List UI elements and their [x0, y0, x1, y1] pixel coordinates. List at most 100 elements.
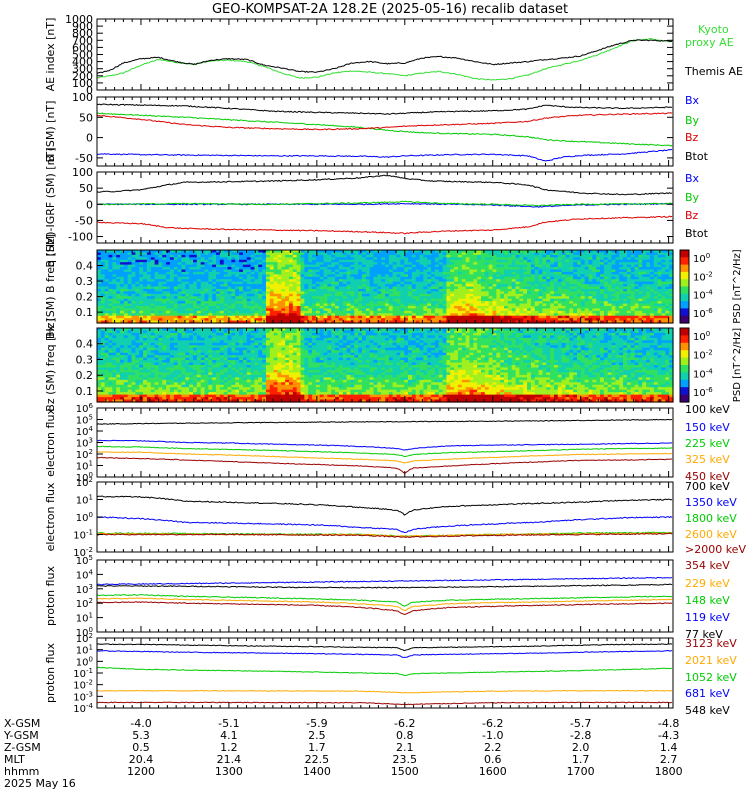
heatmap-cell [500, 291, 505, 295]
heatmap-cell [212, 264, 217, 268]
heatmap-cell [350, 293, 355, 297]
heatmap-cell [377, 279, 382, 283]
heatmap-cell [104, 320, 110, 324]
heatmap-cell [373, 262, 378, 266]
heatmap-cell [442, 269, 448, 273]
heatmap-cell [154, 310, 160, 314]
heatmap-cell [546, 254, 551, 258]
heatmap-cell [638, 279, 643, 283]
heatmap-cell [246, 254, 252, 258]
heatmap-cell [615, 303, 620, 307]
heatmap-cell [600, 301, 605, 305]
heatmap-cell [166, 318, 171, 322]
heatmap-cell [457, 296, 463, 300]
heatmap-cell [154, 315, 160, 319]
heatmap-cell [285, 264, 290, 268]
heatmap-cell [484, 296, 490, 300]
heatmap-cell [626, 310, 632, 314]
heatmap-cell [411, 254, 417, 258]
heatmap-cell [162, 291, 167, 295]
heatmap-cell [331, 315, 336, 319]
heatmap-cell [231, 310, 236, 314]
heatmap-cell [308, 320, 313, 324]
heatmap-cell [97, 305, 102, 309]
heatmap-cell [519, 271, 524, 275]
heatmap-cell [423, 264, 428, 268]
heatmap-cell [189, 250, 194, 254]
heatmap-cell [131, 320, 136, 324]
heatmap-cell [649, 252, 655, 256]
heatmap-cell [504, 310, 509, 314]
heatmap-cell [396, 269, 401, 273]
heatmap-cell [619, 308, 624, 312]
heatmap-cell [519, 252, 524, 256]
heatmap-cell [638, 264, 643, 268]
heatmap-cell [523, 284, 528, 288]
heatmap-cell [588, 259, 593, 263]
heatmap-cell [342, 320, 348, 324]
heatmap-cell [396, 286, 401, 290]
heatmap-cell [235, 276, 240, 280]
heatmap-cell [561, 259, 567, 263]
heatmap-cell [630, 305, 636, 309]
heatmap-cell [346, 291, 352, 295]
heatmap-cell [135, 250, 140, 254]
heatmap-cell [158, 264, 163, 268]
heatmap-cell [369, 271, 375, 275]
heatmap-cell [246, 271, 252, 275]
heatmap-cell [446, 284, 451, 288]
heatmap-cell [392, 291, 398, 295]
heatmap-cell [227, 303, 232, 307]
heatmap-cell [515, 296, 520, 300]
heatmap-cell [162, 257, 167, 261]
heatmap-cell [300, 318, 305, 322]
heatmap-cell [315, 291, 321, 295]
heatmap-cell [342, 262, 348, 266]
heatmap-cell [481, 301, 486, 305]
heatmap-cell [388, 298, 394, 302]
heatmap-cell [108, 296, 113, 300]
heatmap-cell [427, 288, 432, 292]
heatmap-cell [358, 269, 363, 273]
heatmap-cell [185, 257, 190, 261]
heatmap-cell [596, 257, 601, 261]
heatmap-cell [527, 288, 532, 292]
y-tick-label: 200 [72, 70, 93, 83]
heatmap-cell [169, 303, 175, 307]
heatmap-cell [108, 279, 113, 283]
heatmap-cell [323, 293, 328, 297]
heatmap-cell [596, 267, 601, 271]
heatmap-cell [646, 305, 651, 309]
heatmap-cell [365, 257, 371, 261]
heatmap-cell [185, 259, 190, 263]
heatmap-cell [277, 293, 282, 297]
heatmap-cell [557, 288, 563, 292]
heatmap-cell [315, 276, 321, 280]
heatmap-cell [626, 264, 632, 268]
heatmap-cell [131, 284, 136, 288]
heatmap-cell [162, 269, 167, 273]
heatmap-cell [465, 281, 471, 285]
heatmap-cell [154, 264, 160, 268]
heatmap-cell [323, 288, 328, 292]
heatmap-cell [473, 286, 478, 290]
heatmap-cell [319, 267, 325, 271]
heatmap-cell [185, 288, 190, 292]
heatmap-cell [415, 267, 421, 271]
heatmap-cell [289, 303, 294, 307]
heatmap-cell [573, 284, 578, 288]
heatmap-cell [97, 254, 102, 258]
heatmap-cell [150, 298, 156, 302]
heatmap-cell [396, 271, 401, 275]
heatmap-cell [219, 284, 225, 288]
heatmap-cell [242, 254, 248, 258]
heatmap-cell [553, 310, 559, 314]
heatmap-cell [373, 320, 378, 324]
heatmap-cell [496, 276, 501, 280]
heatmap-cell [258, 250, 263, 254]
heatmap-cell [373, 264, 378, 268]
heatmap-cell [227, 315, 232, 319]
heatmap-cell [235, 318, 240, 322]
heatmap-cell [112, 305, 117, 309]
heatmap-cell [146, 288, 152, 292]
